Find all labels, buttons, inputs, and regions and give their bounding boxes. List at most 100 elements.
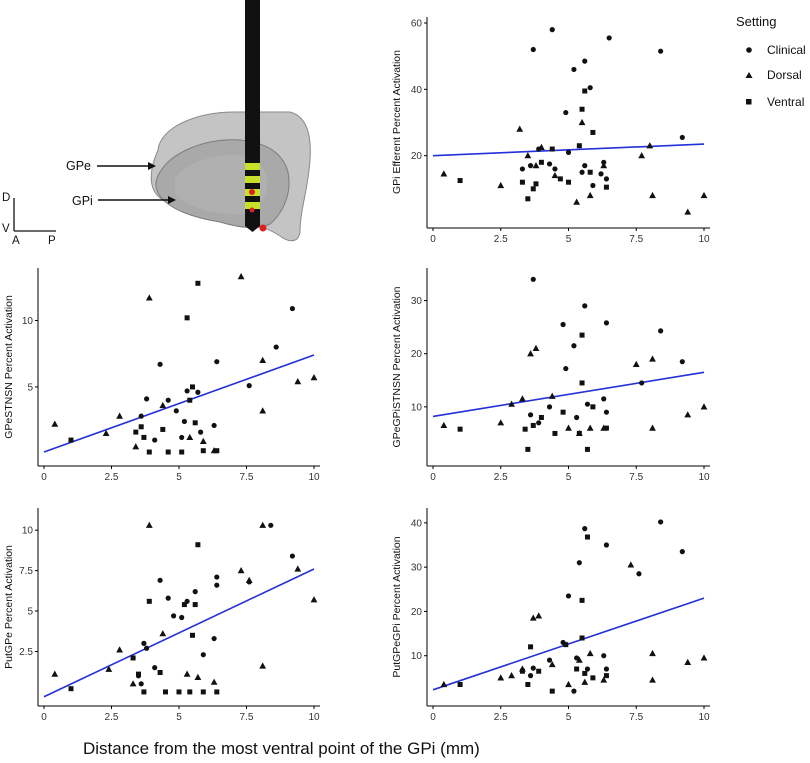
x-tick-label: 7.5 [240,472,254,483]
data-point-ventral [146,598,152,604]
data-point-dorsal [497,674,505,681]
data-point-clinical [527,412,534,418]
orient-posterior: P [48,235,56,247]
data-point-dorsal [649,191,656,199]
data-point-clinical [181,418,187,425]
data-point-dorsal [199,437,207,444]
x-tick-label: 7.5 [629,234,643,245]
data-point-dorsal [551,171,559,179]
data-point-dorsal [516,125,524,132]
data-point-dorsal [102,429,110,437]
data-point-clinical [530,276,536,282]
data-point-ventral [190,632,195,638]
data-point-clinical [658,328,664,334]
y-tick-label: 60 [411,19,423,30]
data-point-ventral [603,425,609,431]
legend-item-dorsal: Dorsal [767,68,802,82]
x-tick-label: 0 [430,234,436,245]
data-point-clinical [636,571,642,577]
data-point-clinical [598,171,604,177]
scatter-panel-putgpegpi: 0 2.5 5 7.5 10 10 20 30 40 PutGPeGPi Percent Acti… [391,508,710,723]
data-point-clinical [211,422,217,429]
x-tick-label: 10 [308,712,320,723]
x-tick-label: 0 [41,712,47,723]
data-point-clinical [157,577,163,583]
data-point-ventral [190,384,195,390]
electrode-contact [245,176,260,183]
data-point-clinical [138,681,144,687]
y-axis-label: PutGPeGPi Percent Activation [391,536,403,677]
x-tick-label: 5 [566,234,572,245]
active-contact-marker [259,224,267,232]
data-point-ventral [519,668,525,674]
data-point-ventral [457,426,463,432]
data-point-clinical [546,404,553,410]
data-point-clinical [603,409,610,415]
data-point-clinical [289,305,295,312]
data-point-clinical [184,388,190,394]
data-point-ventral [146,449,152,455]
data-point-dorsal [294,565,302,572]
data-point-ventral [584,534,590,540]
data-point-ventral [133,429,139,435]
data-point-clinical [138,413,144,419]
data-point-dorsal [581,678,589,685]
data-point-dorsal [529,614,537,621]
data-point-clinical [658,519,664,525]
data-point-ventral [457,682,463,687]
x-tick-label: 7.5 [629,712,643,723]
data-point-clinical [603,176,610,182]
data-point-ventral [576,430,582,436]
data-point-clinical [639,380,645,386]
x-tick-label: 10 [698,234,710,245]
data-point-ventral [187,397,193,403]
x-tick-label: 5 [566,712,572,723]
data-point-ventral [579,380,585,386]
data-point-clinical [601,396,607,402]
x-tick-label: 0 [41,472,47,483]
data-point-clinical [289,553,295,559]
gp-anatomy-illustration: GPe GPi D V A P [2,0,311,247]
data-point-dorsal [527,350,534,357]
data-point-ventral [530,422,536,428]
x-tick-label: 10 [308,472,320,483]
data-point-clinical [246,383,252,389]
data-point-dorsal [497,419,505,426]
data-point-dorsal [565,424,572,431]
data-point-dorsal [183,670,191,677]
data-point-ventral [549,146,555,152]
data-point-ventral [522,426,528,432]
data-point-dorsal [573,198,581,205]
x-tick-label: 0 [430,472,436,483]
data-point-clinical [571,688,577,694]
data-point-dorsal [649,355,656,362]
active-contact-marker [249,207,255,213]
data-point-dorsal [627,561,635,568]
orient-dorsal: D [2,192,10,204]
legend-title: Setting [736,14,776,29]
data-point-clinical [574,414,580,421]
gpi-label: GPi [72,194,93,208]
data-point-dorsal [508,672,515,679]
data-point-clinical [579,169,585,175]
data-point-clinical [530,665,536,671]
data-point-dorsal [586,649,594,657]
scatter-panel-gpi-efferent: 0 2.5 5 7.5 10 20 40 60 GPi Efferent Percent Act… [391,17,710,245]
data-point-dorsal [51,420,59,427]
data-point-dorsal [186,433,194,441]
x-tick-label: 10 [698,712,710,723]
regression-line [43,568,315,698]
y-axis-label: GPi Efferent Percent Activation [391,50,403,194]
data-point-clinical [273,344,279,350]
data-point-dorsal [237,273,245,280]
y-tick-label: 20 [411,607,423,618]
data-point-ventral [141,434,147,440]
data-point-dorsal [638,152,646,159]
data-point-ventral [176,689,182,695]
data-point-dorsal [145,294,153,301]
legend-item-clinical: Clinical [767,43,806,57]
data-point-dorsal [538,143,545,150]
data-point-dorsal [649,649,656,657]
data-point-dorsal [548,660,556,668]
data-point-clinical [582,163,588,169]
